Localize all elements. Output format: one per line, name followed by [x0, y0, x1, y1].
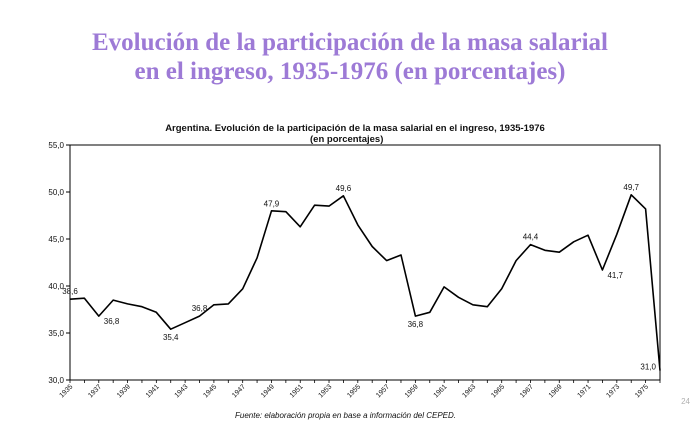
x-tick-label: 1953 — [317, 383, 333, 399]
y-tick-label: 55,0 — [48, 141, 64, 150]
plot-area: 30,0 35,0 40,0 45,0 50,0 55,0 1935 1937 1939 1941… — [48, 141, 661, 399]
x-tick-label: 1955 — [346, 383, 362, 399]
x-tick-label: 1959 — [404, 383, 420, 399]
x-tick-label: 1949 — [260, 383, 276, 399]
data-label: 38,6 — [62, 287, 78, 296]
data-label: 31,0 — [640, 363, 656, 372]
page-number: 24 — [681, 397, 690, 406]
data-label: 36,8 — [104, 317, 120, 326]
x-tick-label: 1971 — [576, 383, 592, 399]
y-tick-label: 30,0 — [48, 376, 64, 385]
data-label: 47,9 — [264, 200, 280, 209]
x-tick-label: 1947 — [231, 383, 247, 399]
data-label: 44,4 — [523, 233, 539, 242]
x-tick-label: 1939 — [116, 383, 132, 399]
x-tick-label: 1957 — [375, 383, 391, 399]
data-label: 41,7 — [607, 271, 623, 280]
x-tick-label: 1937 — [87, 383, 103, 399]
x-tick-label: 1941 — [145, 383, 161, 399]
x-tick-label: 1967 — [519, 383, 535, 399]
chart-title-line-1: Argentina. Evolución de la participación… — [165, 123, 545, 134]
data-label: 49,6 — [336, 184, 352, 193]
chart-source-note: Fuente: elaboración propia en base a inf… — [235, 411, 456, 420]
data-label: 35,4 — [163, 333, 179, 342]
x-tick-label: 1965 — [490, 383, 506, 399]
y-tick-label: 50,0 — [48, 188, 64, 197]
x-tick-label: 1975 — [634, 383, 650, 399]
y-tick-label: 35,0 — [48, 329, 64, 338]
x-tick-label: 1943 — [174, 383, 190, 399]
slide-title: Evolución de la participación de la masa… — [0, 28, 700, 86]
x-tick-label: 1963 — [461, 383, 477, 399]
slide-title-line-1: Evolución de la participación de la masa… — [92, 29, 608, 56]
y-tick-label: 40,0 — [48, 282, 64, 291]
data-label: 36,8 — [192, 304, 208, 313]
x-tick-label: 1973 — [605, 383, 621, 399]
y-tick-label: 45,0 — [48, 235, 64, 244]
slide-title-line-2: en el ingreso, 1935-1976 (en porcentajes… — [134, 58, 566, 85]
plot-frame — [69, 144, 661, 381]
data-label: 36,8 — [408, 320, 424, 329]
x-tick-label: 1945 — [202, 383, 218, 399]
x-tick-label: 1935 — [58, 383, 74, 399]
x-tick-label: 1969 — [548, 383, 564, 399]
x-tick-label: 1951 — [289, 383, 305, 399]
x-tick-label: 1961 — [433, 383, 449, 399]
data-label: 49,7 — [623, 183, 639, 192]
series-line — [69, 194, 661, 371]
chart-title-line-2: (en porcentajes) — [310, 134, 383, 145]
